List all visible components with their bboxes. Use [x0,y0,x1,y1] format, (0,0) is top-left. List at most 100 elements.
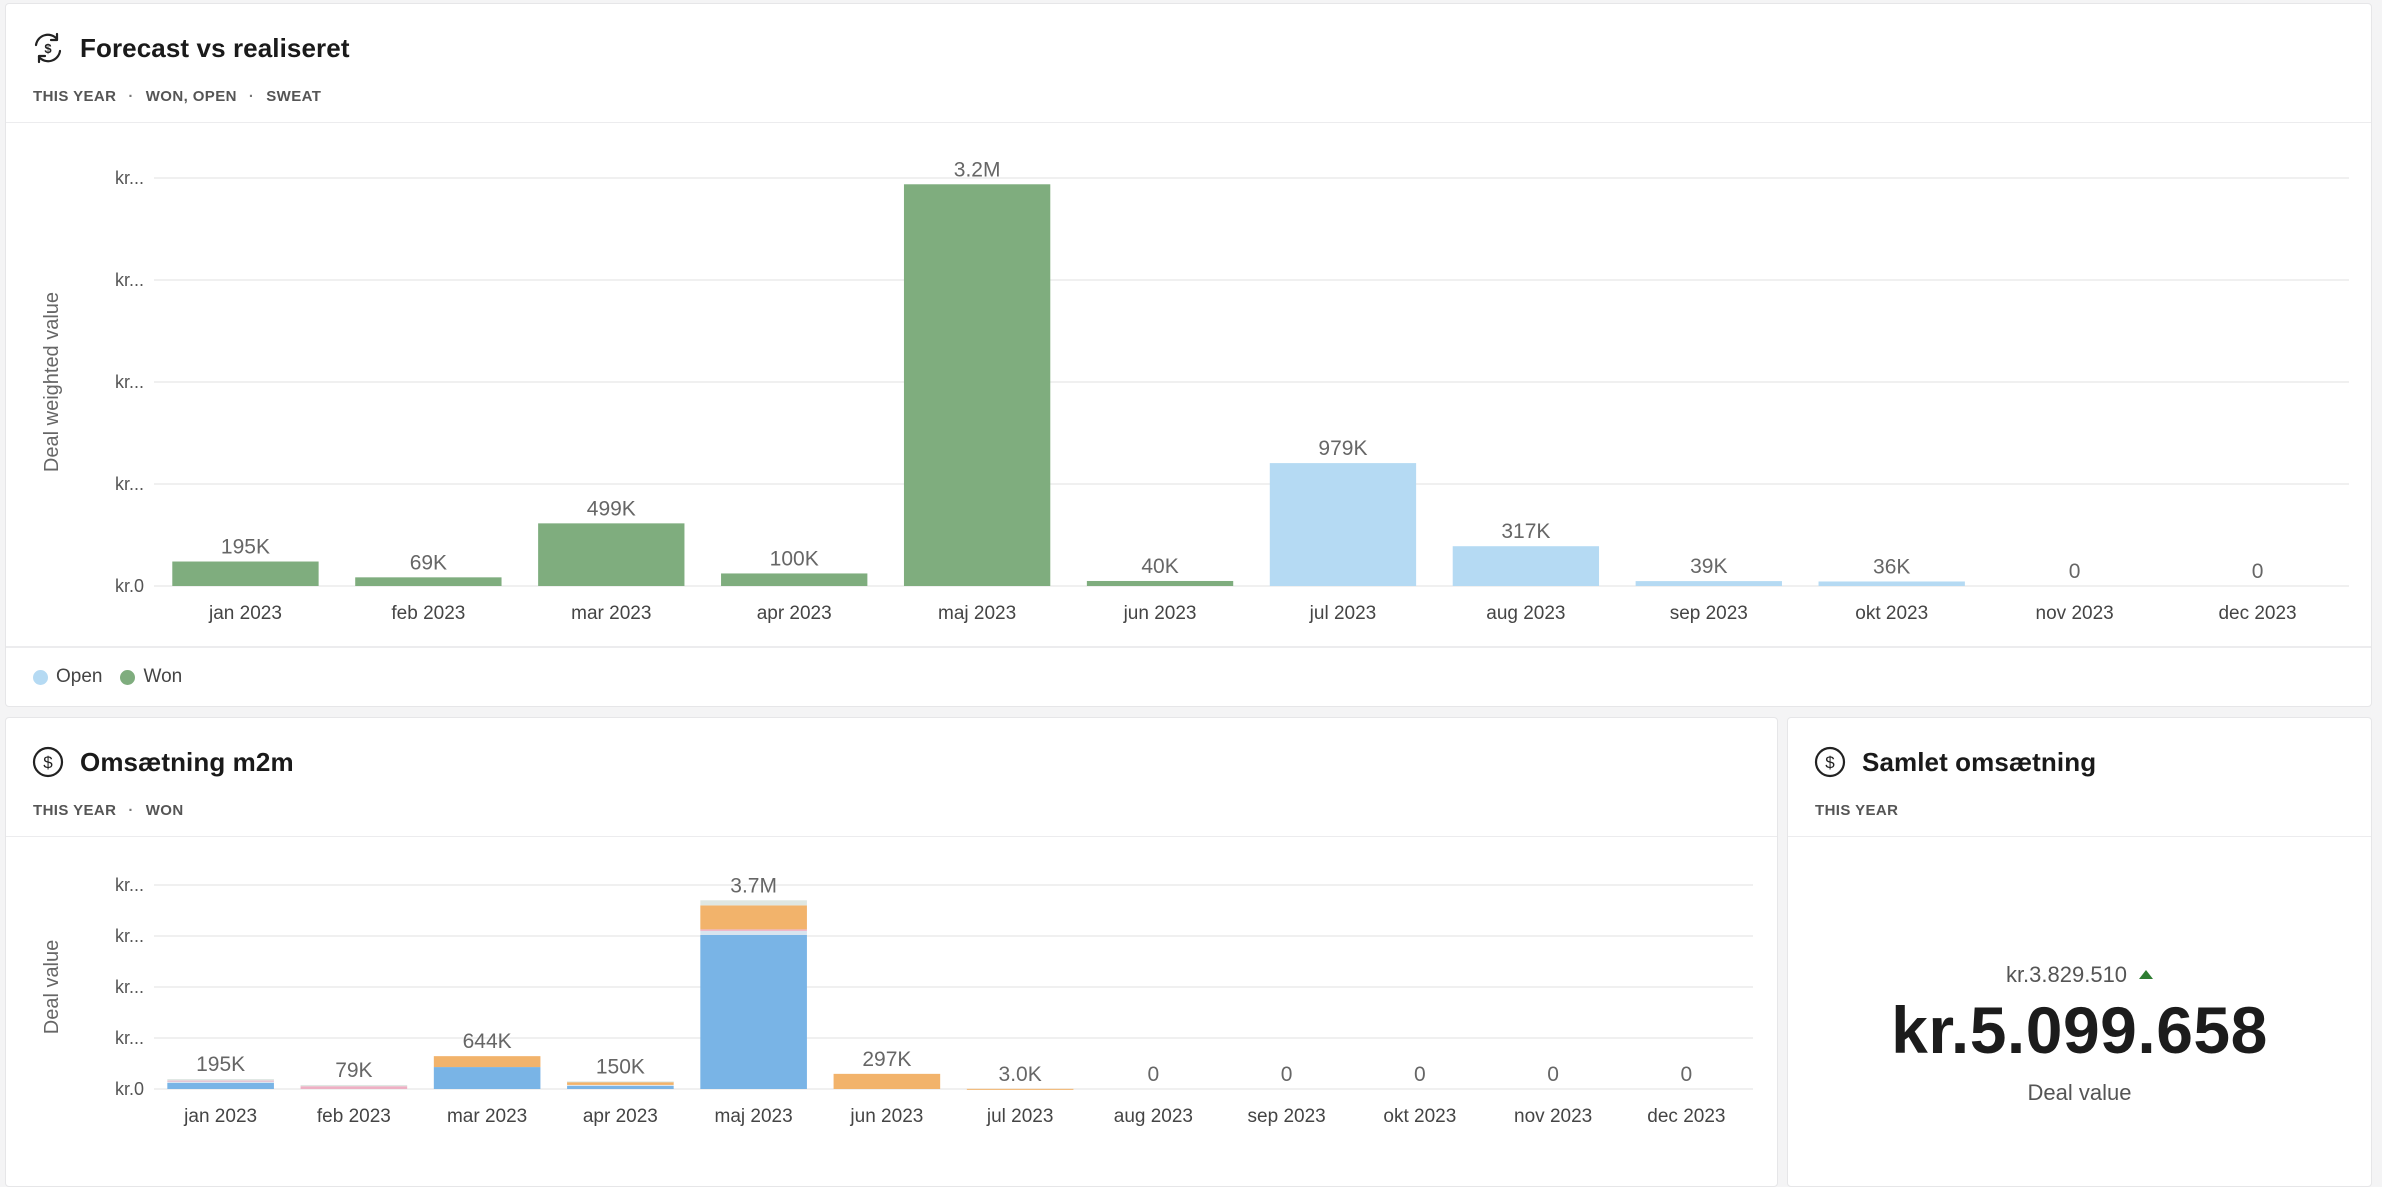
y-tick-label: kr... [115,372,144,392]
bar-value-label: 644K [463,1030,512,1053]
bar-segment[interactable] [700,930,807,935]
filter-status: WON [145,802,184,819]
bar-segment[interactable] [700,905,807,930]
card-title-row[interactable]: $ Forecast vs realiseret [30,30,350,66]
x-tick-label: mar 2023 [447,1106,527,1127]
bar-segment[interactable] [567,1081,674,1085]
bar-value-label: 0 [2252,560,2264,583]
bar-value-label: 317K [1501,520,1550,543]
bar-value-label: 79K [335,1059,372,1082]
bar-segment[interactable] [538,523,685,586]
bar-value-label: 499K [587,497,636,520]
card-title[interactable]: Samlet omsætning [1862,746,2097,777]
bar-segment[interactable] [300,1086,408,1089]
bar-value-label: 39K [1690,555,1727,578]
kpi-previous-value: kr.3.829.510 [2005,962,2128,987]
trend-up-icon [2139,970,2154,979]
x-tick-label: maj 2023 [715,1106,793,1127]
bar-segment[interactable] [172,561,319,586]
bar-segment[interactable] [903,184,1051,586]
x-tick-label: apr 2023 [757,603,832,624]
card-header: $ Omsætning m2m THIS YEAR · WON [6,718,1777,837]
bar-segment[interactable] [433,1056,541,1068]
bar-value-label: 3.7M [730,874,777,897]
x-tick-label: jul 2023 [986,1106,1054,1127]
filter-pipeline: SWEAT [266,88,322,105]
legend-item-open[interactable]: Open [33,666,102,688]
svg-text:$: $ [44,41,52,56]
bar-value-label: 195K [196,1053,245,1076]
legend-swatch-open [33,669,48,685]
filter-period: THIS YEAR [1815,802,1899,819]
bar-segment[interactable] [1086,580,1234,586]
card-title-row[interactable]: $ Omsætning m2m [30,744,294,780]
bar-segment[interactable] [567,1081,674,1083]
bar-value-label: 36K [1873,555,1910,578]
x-tick-label: okt 2023 [1383,1106,1456,1127]
y-tick-label: kr.0 [115,576,144,596]
card-title[interactable]: Forecast vs realiseret [80,32,350,63]
bar-segment[interactable] [567,1085,674,1089]
y-tick-label: kr... [115,875,144,895]
x-tick-label: jan 2023 [208,603,282,624]
x-tick-label: okt 2023 [1855,603,1928,624]
bar-value-label: 150K [596,1055,645,1078]
dollar-circle-icon: $ [1814,746,1846,778]
bar-segment[interactable] [721,573,868,586]
y-axis-label: Deal weighted value [41,292,63,472]
card-filters: THIS YEAR [1815,802,1898,819]
forecast-card: $ Forecast vs realiseret THIS YEAR · WON… [5,3,2372,707]
x-tick-label: feb 2023 [391,603,465,624]
x-tick-label: jul 2023 [1309,603,1377,624]
svg-text:$: $ [1825,753,1835,772]
bar-value-label: 0 [1547,1063,1559,1086]
card-title[interactable]: Omsætning m2m [80,746,294,777]
bar-value-label: 69K [410,551,447,574]
x-tick-label: aug 2023 [1486,603,1565,624]
bar-value-label: 195K [221,536,270,559]
legend-item-won[interactable]: Won [120,666,182,688]
total-card: $ Samlet omsætning THIS YEAR kr.3.829.51… [1787,717,2372,1187]
y-tick-label: kr... [115,1028,144,1048]
card-header: $ Samlet omsætning THIS YEAR [1788,718,2371,837]
m2m-card: $ Omsætning m2m THIS YEAR · WON kr.0 kr..… [5,717,1778,1187]
bar-segment[interactable] [1269,463,1417,586]
bar-value-label: 0 [1681,1063,1693,1086]
bar-segment[interactable] [300,1084,408,1087]
y-tick-label: kr... [115,168,144,188]
card-header: $ Forecast vs realiseret THIS YEAR · WON… [6,4,2371,123]
kpi-comparison: kr.3.829.510 [1788,962,2371,988]
x-tick-label: jun 2023 [849,1106,923,1127]
y-tick-label: kr... [115,270,144,290]
bar-segment[interactable] [167,1081,274,1083]
card-filters: THIS YEAR · WON, OPEN · SWEAT [33,88,322,105]
bar-segment[interactable] [167,1079,274,1081]
bar-segment[interactable] [1452,546,1600,586]
x-tick-label: aug 2023 [1114,1106,1193,1127]
card-title-row[interactable]: $ Samlet omsætning [1812,744,2096,780]
bar-value-label: 0 [1414,1063,1426,1086]
bar-segment[interactable] [700,934,807,1089]
bar-value-label: 3.0K [999,1063,1042,1086]
bar-segment[interactable] [567,1084,674,1086]
filter-status: WON, OPEN [145,88,237,105]
x-tick-label: sep 2023 [1670,603,1748,624]
filter-period: THIS YEAR [33,88,117,105]
bar-segment[interactable] [1635,581,1782,586]
x-tick-label: jun 2023 [1123,603,1197,624]
bar-segment[interactable] [833,1073,941,1089]
bar-segment[interactable] [433,1067,541,1089]
legend-swatch-won [120,669,136,685]
bar-segment[interactable] [355,577,502,586]
x-tick-label: nov 2023 [1514,1106,1592,1127]
bar-segment[interactable] [1818,581,1965,586]
kpi-value: kr.5.099.658 [1891,993,2268,1067]
bar-segment[interactable] [700,900,807,906]
bar-segment[interactable] [700,929,807,931]
bar-segment[interactable] [167,1082,274,1089]
bar-value-label: 0 [1148,1063,1160,1086]
bar-segment[interactable] [167,1080,274,1082]
bar-segment[interactable] [966,1088,1074,1090]
refresh-dollar-icon: $ [34,32,62,64]
x-tick-label: dec 2023 [2218,603,2296,624]
